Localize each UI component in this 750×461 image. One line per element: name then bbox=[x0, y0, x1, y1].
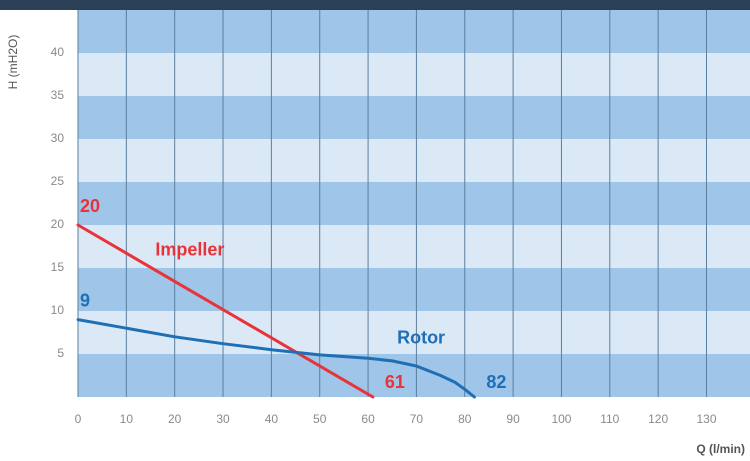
series-label: Rotor bbox=[397, 327, 445, 347]
x-tick-label: 0 bbox=[75, 412, 82, 426]
x-tick-label: 110 bbox=[600, 412, 619, 426]
x-tick-label: 120 bbox=[648, 412, 668, 426]
x-axis-title: Q (l/min) bbox=[696, 442, 745, 456]
header-strip bbox=[0, 0, 750, 10]
series-label: Impeller bbox=[155, 240, 224, 260]
x-tick-label: 100 bbox=[551, 412, 571, 426]
x-tick-label: 40 bbox=[265, 412, 279, 426]
x-tick-label: 70 bbox=[410, 412, 424, 426]
end-x-label: 82 bbox=[486, 372, 506, 392]
x-tick-label: 90 bbox=[506, 412, 520, 426]
y-tick-label: 40 bbox=[51, 45, 65, 59]
band bbox=[78, 53, 750, 96]
band bbox=[78, 225, 750, 268]
band bbox=[78, 182, 750, 225]
y-tick-label: 35 bbox=[51, 88, 65, 102]
x-tick-label: 80 bbox=[458, 412, 472, 426]
line bbox=[76, 318, 476, 399]
y-axis-title: H (mH2O) bbox=[6, 35, 20, 90]
y-tick-label: 30 bbox=[51, 131, 65, 145]
y-tick-label: 15 bbox=[51, 260, 65, 274]
line bbox=[76, 223, 375, 399]
y-tick-label: 20 bbox=[51, 217, 65, 231]
y-tick-label: 10 bbox=[51, 303, 65, 317]
band bbox=[78, 139, 750, 182]
band bbox=[78, 10, 750, 53]
start-value-label: 20 bbox=[80, 196, 100, 216]
end-x-label: 61 bbox=[385, 372, 405, 392]
start-value-label: 9 bbox=[80, 290, 90, 310]
x-tick-label: 10 bbox=[120, 412, 134, 426]
band bbox=[78, 268, 750, 311]
band bbox=[78, 354, 750, 397]
x-tick-label: 50 bbox=[313, 412, 327, 426]
band bbox=[78, 311, 750, 354]
x-tick-label: 30 bbox=[216, 412, 230, 426]
y-tick-label: 25 bbox=[51, 174, 65, 188]
x-tick-label: 60 bbox=[361, 412, 375, 426]
x-tick-label: 20 bbox=[168, 412, 182, 426]
x-tick-label: 130 bbox=[696, 412, 716, 426]
band bbox=[78, 96, 750, 139]
y-tick-label: 5 bbox=[57, 346, 64, 360]
